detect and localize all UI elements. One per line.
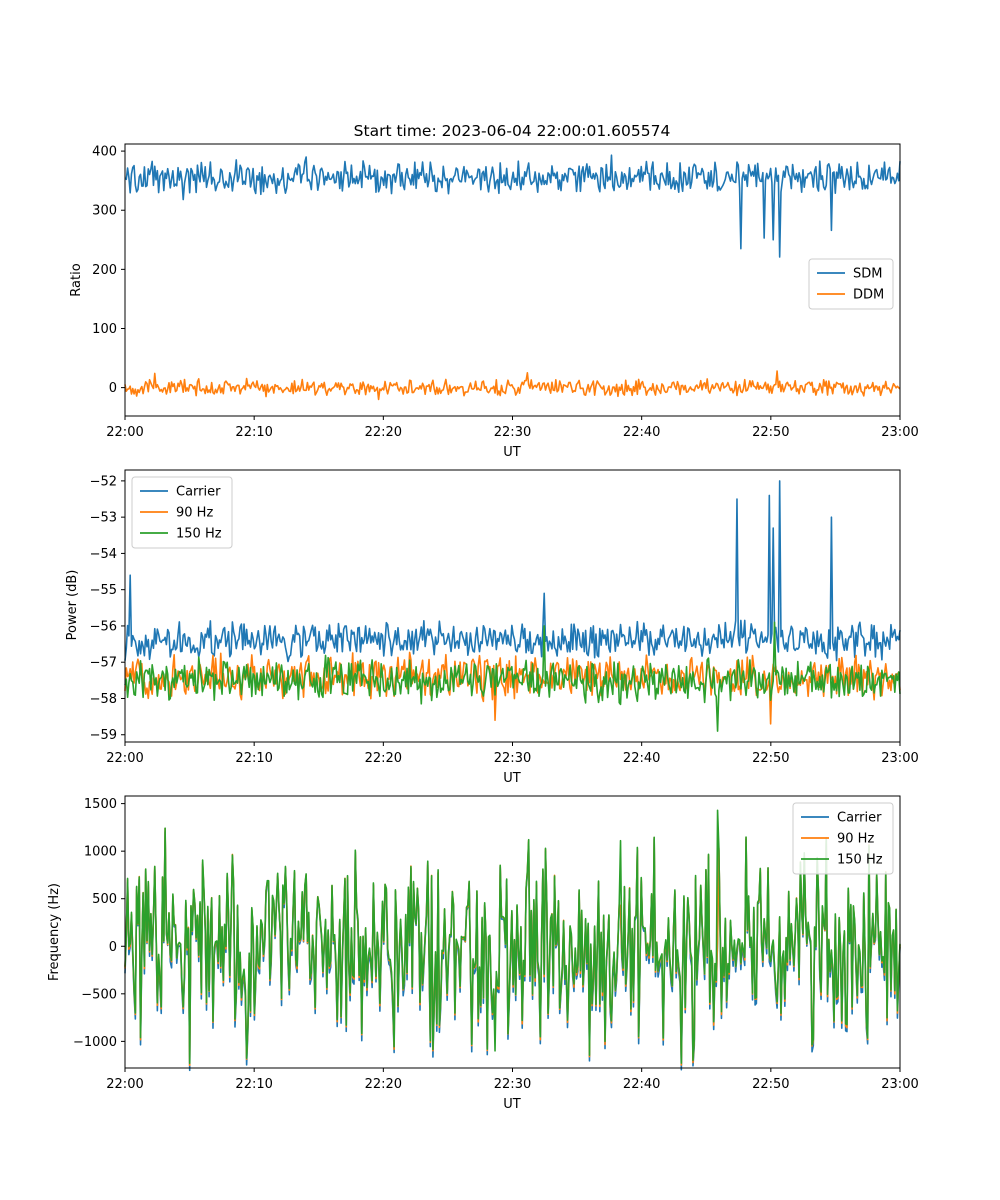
x-tick-label: 23:00 bbox=[881, 1077, 918, 1092]
series-layer bbox=[124, 809, 901, 1072]
frequency-panel: UT Frequency (Hz) 22:00 22:10 22:20 22:30 22… bbox=[47, 795, 919, 1112]
y-tick-label: 1000 bbox=[84, 845, 117, 860]
y-tick-label: 0 bbox=[109, 940, 117, 955]
x-tick-label: 22:50 bbox=[752, 751, 789, 766]
plot-frame bbox=[124, 143, 901, 417]
legend-label: 150 Hz bbox=[176, 527, 222, 542]
x-tick-label: 23:00 bbox=[881, 425, 918, 440]
x-tick-label: 22:30 bbox=[494, 1077, 531, 1092]
legend: Carrier 90 Hz 150 Hz bbox=[131, 476, 233, 549]
legend-box bbox=[808, 258, 894, 310]
series-line-ddm bbox=[124, 370, 901, 401]
y-axis-label: Ratio bbox=[69, 263, 84, 296]
legend-label: 90 Hz bbox=[176, 506, 213, 521]
y-tick-label: −500 bbox=[81, 987, 117, 1002]
legend-box bbox=[131, 476, 233, 549]
plot-frame bbox=[124, 469, 901, 743]
y-tick-label: 400 bbox=[92, 145, 117, 160]
y-tick-label: −56 bbox=[90, 619, 117, 634]
y-tick-label: 1500 bbox=[84, 797, 117, 812]
ticks-layer: 22:00 22:10 22:20 22:30 22:40 22:50 23:00 −1000… bbox=[73, 797, 919, 1092]
ticks-layer: 22:00 22:10 22:20 22:30 22:40 22:50 23:00 0 100 2… bbox=[92, 145, 919, 440]
y-tick-label: −1000 bbox=[73, 1035, 117, 1050]
x-tick-label: 22:30 bbox=[494, 751, 531, 766]
x-axis-label: UT bbox=[503, 445, 521, 460]
y-tick-label: 200 bbox=[92, 263, 117, 278]
y-tick-label: 300 bbox=[92, 204, 117, 219]
legend-label: SDM bbox=[853, 267, 882, 282]
x-tick-label: 22:40 bbox=[623, 751, 660, 766]
y-tick-label: −58 bbox=[90, 692, 117, 707]
x-tick-label: 22:50 bbox=[752, 425, 789, 440]
y-axis-label: Frequency (Hz) bbox=[47, 883, 62, 981]
x-tick-label: 22:40 bbox=[623, 1077, 660, 1092]
legend: SDM DDM bbox=[808, 258, 894, 310]
x-tick-label: 22:00 bbox=[106, 751, 143, 766]
y-tick-label: −54 bbox=[90, 547, 117, 562]
ratio-panel: Start time: 2023-06-04 22:00:01.605574 U… bbox=[69, 122, 919, 460]
x-axis-label: UT bbox=[503, 1097, 521, 1112]
legend-box bbox=[792, 802, 894, 875]
series-line-150-hz bbox=[124, 621, 901, 732]
x-tick-label: 22:50 bbox=[752, 1077, 789, 1092]
x-tick-label: 22:20 bbox=[365, 425, 402, 440]
y-tick-label: 100 bbox=[92, 322, 117, 337]
ticks-layer: 22:00 22:10 22:20 22:30 22:40 22:50 23:00 −59 −5… bbox=[90, 474, 919, 766]
x-tick-label: 22:30 bbox=[494, 425, 531, 440]
x-tick-label: 22:10 bbox=[235, 425, 272, 440]
series-line-150-hz bbox=[124, 809, 901, 1065]
x-tick-label: 22:00 bbox=[106, 425, 143, 440]
x-tick-label: 22:20 bbox=[365, 751, 402, 766]
x-tick-label: 22:20 bbox=[365, 1077, 402, 1092]
power-panel: UT Power (dB) 22:00 22:10 22:20 22:30 22:40 2… bbox=[65, 469, 919, 786]
legend: Carrier 90 Hz 150 Hz bbox=[792, 802, 894, 875]
x-tick-label: 22:00 bbox=[106, 1077, 143, 1092]
series-layer bbox=[124, 480, 901, 732]
legend-label: Carrier bbox=[837, 811, 882, 826]
legend-label: 90 Hz bbox=[837, 832, 874, 847]
chart-title: Start time: 2023-06-04 22:00:01.605574 bbox=[354, 122, 671, 140]
plot-frame bbox=[124, 795, 901, 1069]
legend-label: Carrier bbox=[176, 485, 221, 500]
y-tick-label: 500 bbox=[92, 892, 117, 907]
y-tick-label: −55 bbox=[90, 583, 117, 598]
x-tick-label: 22:40 bbox=[623, 425, 660, 440]
y-tick-label: −57 bbox=[90, 656, 117, 671]
x-tick-label: 22:10 bbox=[235, 751, 272, 766]
legend-label: 150 Hz bbox=[837, 853, 883, 868]
y-tick-label: 0 bbox=[109, 381, 117, 396]
y-tick-label: −59 bbox=[90, 728, 117, 743]
y-tick-label: −53 bbox=[90, 511, 117, 526]
series-layer bbox=[124, 154, 901, 401]
y-tick-label: −52 bbox=[90, 474, 117, 489]
series-line-sdm bbox=[124, 154, 901, 258]
x-tick-label: 22:10 bbox=[235, 1077, 272, 1092]
x-axis-label: UT bbox=[503, 771, 521, 786]
y-axis-label: Power (dB) bbox=[65, 570, 80, 641]
legend-label: DDM bbox=[853, 288, 884, 303]
series-line-carrier bbox=[124, 480, 901, 663]
x-tick-label: 23:00 bbox=[881, 751, 918, 766]
